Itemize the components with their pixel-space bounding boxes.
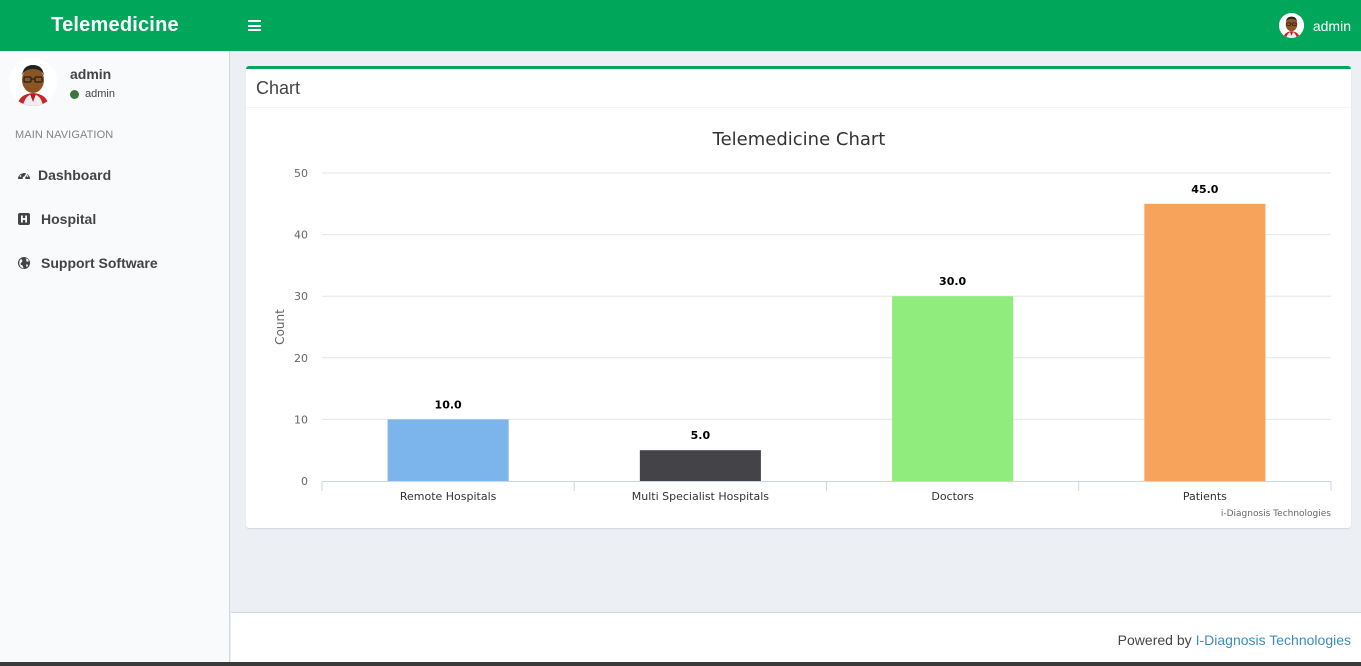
data-label: 5.0 <box>691 429 711 442</box>
footer-link[interactable]: I-Diagnosis Technologies <box>1195 631 1351 648</box>
chart-title: Telemedicine Chart <box>712 129 886 150</box>
sidebar-toggle-button[interactable] <box>234 0 274 51</box>
online-status-icon <box>70 89 79 99</box>
x-tick-label: Remote Hospitals <box>400 490 497 503</box>
y-tick-label: 50 <box>294 167 308 180</box>
chart-bar[interactable] <box>387 419 509 481</box>
user-menu[interactable]: admin <box>1278 0 1351 51</box>
chart-bar[interactable] <box>639 450 761 481</box>
sidebar-user-status: admin <box>70 88 115 100</box>
y-tick-label: 10 <box>294 413 308 426</box>
sidebar-item-hospital[interactable]: Hospital <box>17 209 96 229</box>
avatar <box>1278 13 1304 38</box>
y-tick-label: 0 <box>301 475 308 488</box>
hospital-icon <box>18 213 30 225</box>
footer-prefix: Powered by <box>1117 631 1192 648</box>
window-bottom-edge <box>0 662 1361 666</box>
x-tick-label: Doctors <box>931 490 974 503</box>
y-axis-ticks: 0 10 20 30 40 50 <box>294 167 308 488</box>
y-tick-label: 40 <box>294 229 308 242</box>
sidebar-item-label: Support Software <box>41 255 158 271</box>
user-panel: admin admin <box>0 51 229 117</box>
sidebar: admin admin MAIN NAVIGATION Dashboard Ho… <box>0 51 230 666</box>
chart-bars: 10.0 5.0 30.0 45.0 <box>387 183 1266 482</box>
x-tick-label: Multi Specialist Hospitals <box>632 490 769 503</box>
y-tick-label: 20 <box>294 352 308 365</box>
dashboard-icon <box>18 171 30 180</box>
sidebar-user-role: admin <box>85 88 115 100</box>
chart-container: Telemedicine Chart 0 10 20 30 40 50 Count 10.… <box>246 111 1351 529</box>
box-title: Chart <box>246 69 1351 108</box>
chart-bar[interactable] <box>892 296 1014 481</box>
data-label: 45.0 <box>1191 183 1218 196</box>
footer: Powered by I-Diagnosis Technologies <box>231 612 1361 666</box>
sidebar-item-label: Hospital <box>41 211 97 227</box>
user-name: admin <box>1312 17 1351 34</box>
globe-icon <box>18 257 30 269</box>
chart-credits[interactable]: i-Diagnosis Technologies <box>1221 509 1331 519</box>
avatar-icon <box>1278 13 1304 38</box>
y-axis-label: Count <box>273 309 287 345</box>
x-tick-label: Patients <box>1183 490 1227 503</box>
avatar <box>9 58 57 106</box>
chart-bar[interactable] <box>1144 203 1266 482</box>
top-navbar: Telemedicine admin <box>0 0 1361 51</box>
sidebar-user-name: admin <box>70 66 112 82</box>
data-label: 30.0 <box>939 275 966 288</box>
y-tick-label: 30 <box>294 290 308 303</box>
sidebar-item-label: Dashboard <box>38 167 112 183</box>
avatar-icon <box>9 58 57 106</box>
hamburger-icon <box>247 20 261 31</box>
chart-box: Chart Telemedicine Chart 0 10 20 30 40 50 Cou… <box>246 66 1351 528</box>
nav-header: MAIN NAVIGATION <box>15 129 114 141</box>
brand-logo[interactable]: Telemedicine <box>51 14 179 36</box>
sidebar-item-dashboard[interactable]: Dashboard <box>17 165 111 185</box>
data-label: 10.0 <box>435 398 462 411</box>
sidebar-item-support-software[interactable]: Support Software <box>17 253 158 273</box>
bar-chart: Telemedicine Chart 0 10 20 30 40 50 Count 10.… <box>273 129 1332 519</box>
x-axis: Remote Hospitals Multi Specialist Hospita… <box>321 481 1332 503</box>
